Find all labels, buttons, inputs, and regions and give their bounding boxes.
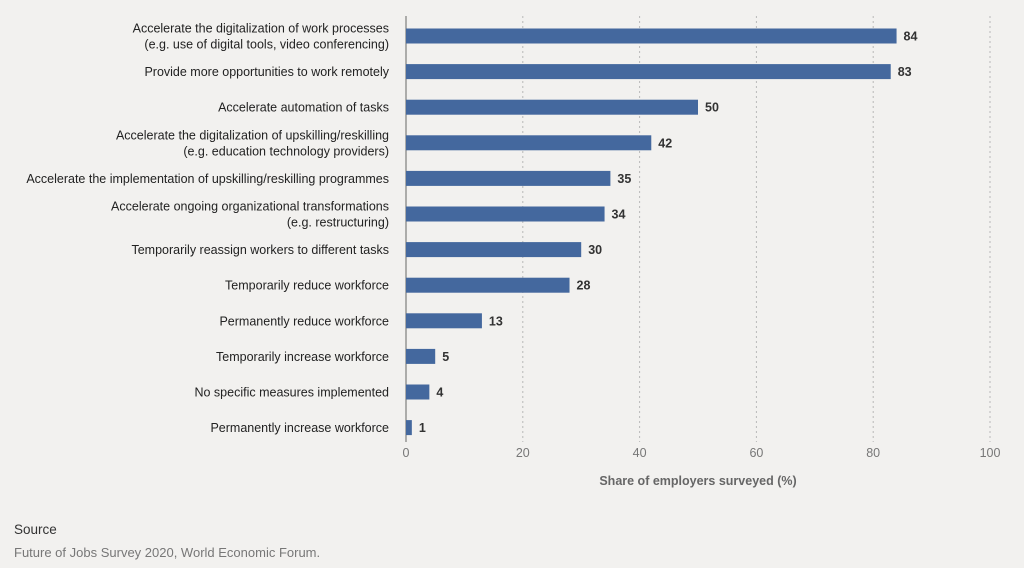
value-label: 1 <box>419 421 426 435</box>
category-label: Accelerate ongoing organizational transf… <box>111 200 389 214</box>
bar <box>406 348 436 364</box>
x-tick-label: 80 <box>866 446 880 460</box>
category-label: Accelerate the implementation of upskill… <box>26 172 389 186</box>
source-text: Future of Jobs Survey 2020, World Econom… <box>14 545 321 560</box>
bar <box>406 384 430 400</box>
value-label: 83 <box>898 65 912 79</box>
bar <box>406 206 605 222</box>
bar <box>406 170 611 186</box>
bar <box>406 28 897 44</box>
category-label: No specific measures implemented <box>194 386 389 400</box>
value-label: 30 <box>588 243 602 257</box>
x-tick-labels: 0 20 40 60 80 100 <box>403 446 1001 460</box>
value-label: 35 <box>617 172 631 186</box>
category-label: Accelerate automation of tasks <box>218 101 389 115</box>
x-tick-label: 100 <box>980 446 1001 460</box>
bar <box>406 313 482 329</box>
value-label: 50 <box>705 101 719 115</box>
value-labels: 84 83 50 42 35 34 30 28 13 5 4 1 <box>419 30 918 436</box>
category-label: Temporarily reduce workforce <box>225 279 389 293</box>
grid-lines <box>405 16 991 442</box>
value-label: 84 <box>904 30 918 44</box>
x-tick-label: 20 <box>516 446 530 460</box>
bars <box>406 28 897 436</box>
value-label: 28 <box>577 279 591 293</box>
category-label: (e.g. use of digital tools, video confer… <box>144 38 389 52</box>
value-label: 13 <box>489 314 503 328</box>
category-label: (e.g. restructuring) <box>287 216 389 230</box>
category-label: Provide more opportunities to work remot… <box>144 65 389 79</box>
category-label: Permanently increase workforce <box>210 421 389 435</box>
source-title: Source <box>14 522 57 537</box>
x-tick-label: 40 <box>633 446 647 460</box>
bar <box>406 242 582 258</box>
category-labels: Accelerate the digitalization of work pr… <box>26 22 389 436</box>
x-tick-label: 0 <box>403 446 410 460</box>
bar <box>406 277 570 293</box>
value-label: 4 <box>436 386 443 400</box>
x-tick-label: 60 <box>749 446 763 460</box>
x-axis-title: Share of employers surveyed (%) <box>599 474 796 488</box>
category-label: (e.g. education technology providers) <box>183 144 389 158</box>
category-label: Permanently reduce workforce <box>219 314 389 328</box>
category-label: Temporarily increase workforce <box>216 350 389 364</box>
bar <box>406 64 891 80</box>
bar <box>406 99 698 115</box>
bar <box>406 135 652 151</box>
bar <box>406 420 412 436</box>
value-label: 34 <box>612 208 626 222</box>
category-label: Temporarily reassign workers to differen… <box>131 243 389 257</box>
value-label: 5 <box>442 350 449 364</box>
category-label: Accelerate the digitalization of work pr… <box>133 22 389 36</box>
category-label: Accelerate the digitalization of upskill… <box>116 128 389 142</box>
value-label: 42 <box>658 136 672 150</box>
bar-chart: Accelerate the digitalization of work pr… <box>26 16 1001 488</box>
